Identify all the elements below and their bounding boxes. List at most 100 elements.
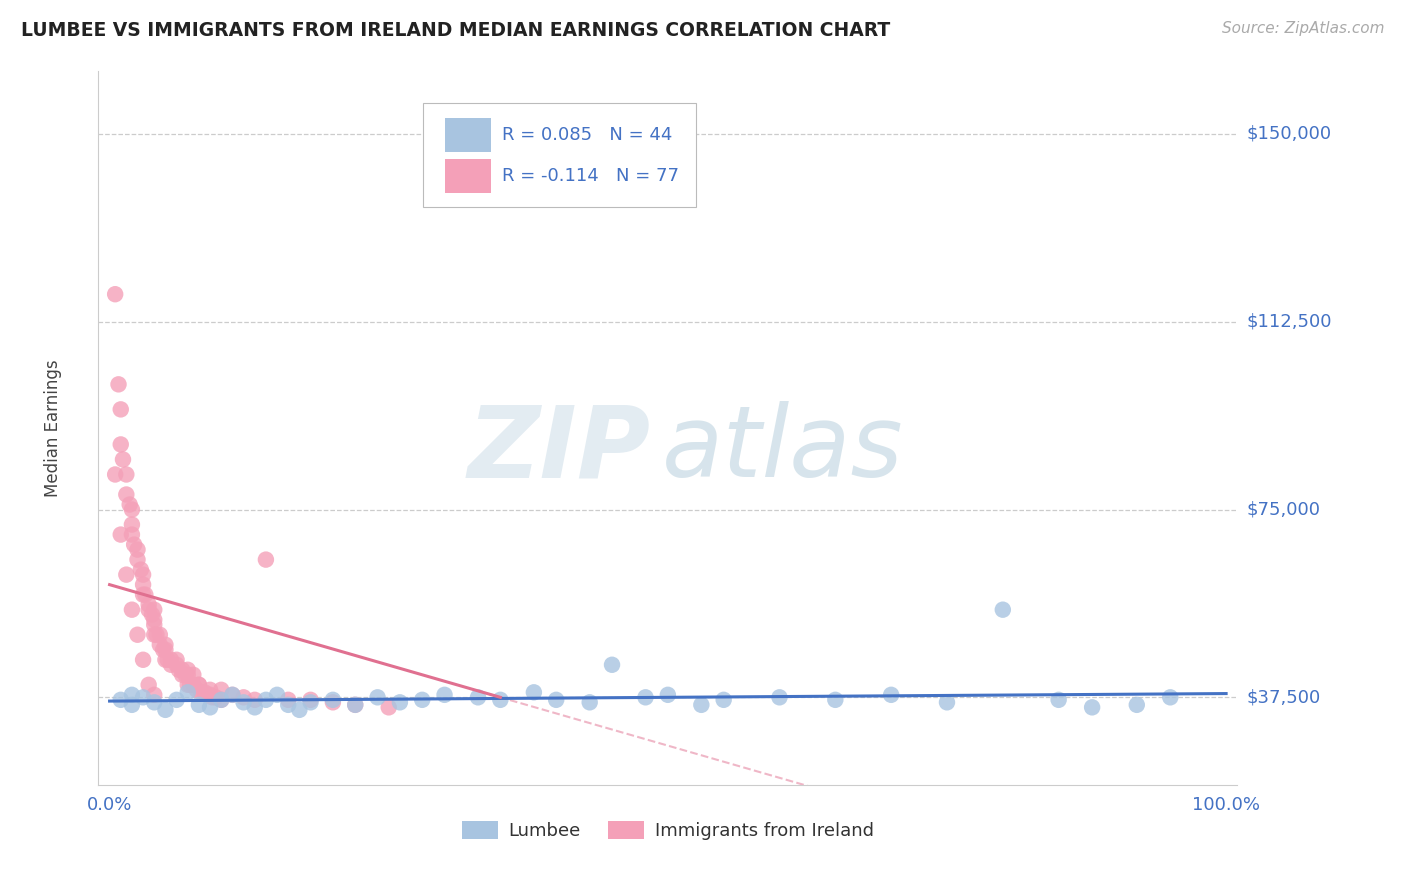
Point: [143, 617, 166, 632]
Point: [118, 498, 141, 512]
Point: [155, 703, 177, 717]
Point: [198, 700, 221, 714]
Point: [288, 703, 311, 717]
Point: [177, 663, 200, 677]
Point: [149, 628, 172, 642]
Point: [121, 698, 143, 712]
Point: [138, 598, 160, 612]
Point: [104, 287, 127, 301]
Text: LUMBEE VS IMMIGRANTS FROM IRELAND MEDIAN EARNINGS CORRELATION CHART: LUMBEE VS IMMIGRANTS FROM IRELAND MEDIAN…: [21, 21, 890, 40]
Point: [145, 628, 167, 642]
Point: [149, 638, 172, 652]
Point: [221, 688, 243, 702]
Point: [183, 667, 205, 681]
Point: [277, 698, 299, 712]
Point: [197, 688, 219, 702]
Point: [209, 682, 232, 697]
Point: [266, 688, 288, 702]
Point: [143, 688, 166, 702]
Point: [713, 693, 735, 707]
Point: [546, 693, 568, 707]
Point: [254, 693, 277, 707]
Point: [166, 653, 188, 667]
Point: [166, 693, 188, 707]
Point: [177, 678, 200, 692]
Point: [111, 452, 134, 467]
Point: [172, 667, 194, 681]
FancyBboxPatch shape: [423, 103, 696, 207]
Point: [824, 693, 846, 707]
Point: [299, 695, 322, 709]
Text: $75,000: $75,000: [1246, 500, 1320, 518]
Text: Source: ZipAtlas.com: Source: ZipAtlas.com: [1222, 21, 1385, 37]
Point: [523, 685, 546, 699]
Point: [115, 467, 138, 482]
Point: [138, 678, 160, 692]
Point: [634, 690, 657, 705]
Point: [134, 588, 156, 602]
Point: [152, 642, 174, 657]
Text: atlas: atlas: [662, 401, 904, 498]
Point: [127, 628, 149, 642]
Point: [121, 603, 143, 617]
Text: ZIP: ZIP: [468, 401, 651, 498]
Point: [209, 693, 232, 707]
Point: [186, 682, 208, 697]
Point: [167, 663, 190, 677]
Point: [1047, 693, 1070, 707]
Text: R = -0.114   N = 77: R = -0.114 N = 77: [502, 167, 679, 185]
Point: [198, 682, 221, 697]
Point: [578, 695, 600, 709]
Point: [121, 502, 143, 516]
Point: [1159, 690, 1181, 705]
Point: [204, 690, 226, 705]
Point: [143, 613, 166, 627]
Point: [299, 693, 322, 707]
Point: [166, 657, 188, 672]
Point: [155, 642, 177, 657]
Point: [232, 695, 254, 709]
Point: [179, 678, 201, 692]
Point: [198, 688, 221, 702]
Point: [1081, 700, 1104, 714]
Point: [657, 688, 679, 702]
Text: R = 0.085   N = 44: R = 0.085 N = 44: [502, 126, 672, 144]
Point: [880, 688, 903, 702]
Point: [110, 437, 132, 451]
Point: [768, 690, 790, 705]
Point: [160, 657, 183, 672]
Point: [127, 552, 149, 566]
Point: [187, 678, 209, 692]
Point: [132, 690, 155, 705]
Point: [121, 688, 143, 702]
Point: [322, 693, 344, 707]
Point: [254, 552, 277, 566]
Point: [183, 678, 205, 692]
Point: [232, 690, 254, 705]
Point: [344, 698, 367, 712]
Point: [367, 690, 389, 705]
Point: [174, 667, 197, 681]
Point: [991, 603, 1014, 617]
Point: [388, 695, 411, 709]
Text: Median Earnings: Median Earnings: [44, 359, 62, 497]
Point: [121, 527, 143, 541]
Point: [243, 693, 266, 707]
Point: [1126, 698, 1149, 712]
Point: [690, 698, 713, 712]
Point: [243, 700, 266, 714]
Point: [201, 690, 224, 705]
Point: [127, 542, 149, 557]
Point: [209, 693, 232, 707]
Point: [143, 603, 166, 617]
FancyBboxPatch shape: [444, 118, 491, 152]
Point: [143, 628, 166, 642]
Point: [489, 693, 512, 707]
Text: $150,000: $150,000: [1246, 125, 1331, 143]
Point: [138, 603, 160, 617]
Point: [122, 538, 145, 552]
Point: [132, 653, 155, 667]
Point: [187, 678, 209, 692]
Point: [936, 695, 959, 709]
Point: [344, 698, 367, 712]
